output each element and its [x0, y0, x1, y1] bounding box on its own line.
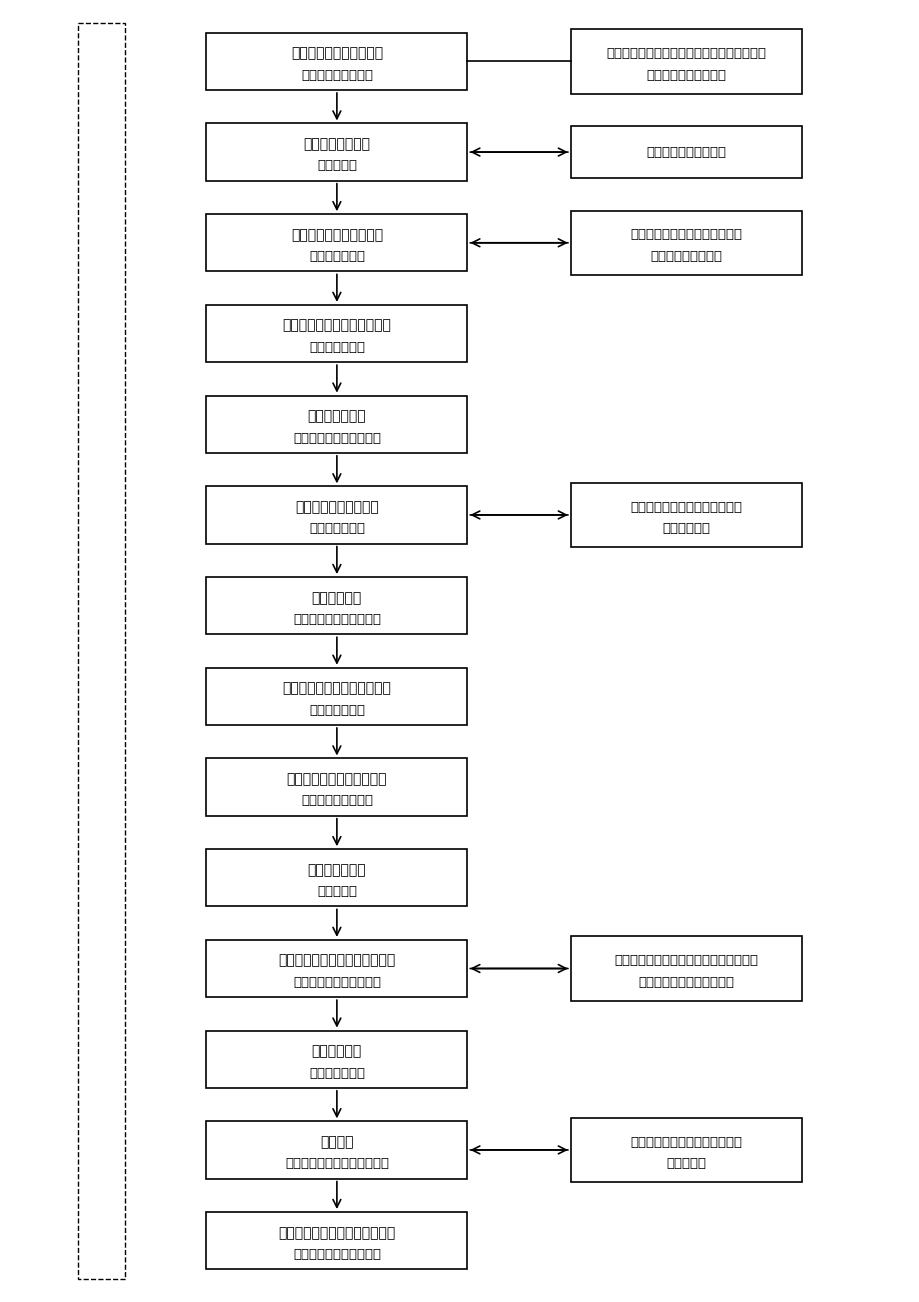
Text: 必要时组织考察: 必要时组织考察 — [307, 409, 366, 423]
Text: （办公室）: （办公室） — [316, 159, 357, 172]
Bar — [570, 1118, 801, 1182]
Text: 发中标通知书: 发中标通知书 — [312, 1044, 361, 1059]
Text: （监督组、财务处）: （监督组、财务处） — [301, 794, 372, 807]
Text: 组织开标、评标，编写评标报告: 组织开标、评标，编写评标报告 — [278, 953, 395, 967]
Text: 招标工作小组研究并报学校招标: 招标工作小组研究并报学校招标 — [630, 500, 742, 513]
Text: （材料采购组）: （材料采购组） — [309, 250, 365, 263]
Text: 招标工作小组研究并报学校招标: 招标工作小组研究并报学校招标 — [630, 228, 742, 241]
Bar — [206, 305, 467, 362]
Text: （材料采购组）: （材料采购组） — [309, 703, 365, 716]
Text: 接受投标文件及投标保证金: 接受投标文件及投标保证金 — [287, 772, 387, 786]
Text: 学校有关职能部门参加: 学校有关职能部门参加 — [646, 146, 726, 159]
Bar — [206, 1121, 467, 1178]
Bar — [206, 668, 467, 725]
Text: （土建组、水电组）: （土建组、水电组） — [301, 69, 372, 82]
Text: （材料采购组、财务处）: （材料采购组、财务处） — [292, 1249, 380, 1262]
Text: 招标工作小组报学校招标领导小: 招标工作小组报学校招标领导小 — [630, 1135, 742, 1148]
Bar — [206, 849, 467, 906]
Bar — [570, 211, 801, 275]
Text: 提出报标入围企业名单: 提出报标入围企业名单 — [295, 500, 379, 514]
Text: 组批准审查: 组批准审查 — [665, 1157, 706, 1170]
Text: 招标领导小组决定中标单位: 招标领导小组决定中标单位 — [638, 976, 733, 988]
Text: 商签合同: 商签合同 — [320, 1135, 353, 1148]
Bar — [206, 758, 467, 816]
Bar — [78, 22, 125, 1280]
Text: （办公室、材料采购组）: （办公室、材料采购组） — [292, 431, 380, 444]
Text: 技术标准、供货时间等: 技术标准、供货时间等 — [646, 69, 726, 82]
Text: （材料采购组）: （材料采购组） — [309, 341, 365, 354]
Text: （监督组）: （监督组） — [316, 885, 357, 898]
Bar — [206, 1030, 467, 1088]
Text: 领导小组批准后实施: 领导小组批准后实施 — [650, 250, 721, 263]
Text: 发售招标文件: 发售招标文件 — [312, 591, 361, 604]
Bar — [570, 936, 801, 1001]
Text: 材料和设备的品名、规格、数量、质量要求、: 材料和设备的品名、规格、数量、质量要求、 — [606, 47, 766, 60]
Text: （材料采购组、办公室）: （材料采购组、办公室） — [292, 613, 380, 626]
Text: 领导小组审定: 领导小组审定 — [662, 522, 709, 535]
Bar — [206, 33, 467, 90]
Bar — [206, 486, 467, 544]
Text: （材料采购组）: （材料采购组） — [309, 1066, 365, 1079]
Text: 组建招标工作小组: 组建招标工作小组 — [303, 137, 370, 151]
Bar — [206, 124, 467, 181]
Text: 解答标书疑问、发送补充文件: 解答标书疑问、发送补充文件 — [282, 681, 391, 695]
Bar — [570, 29, 801, 94]
Bar — [206, 940, 467, 997]
Bar — [570, 126, 801, 178]
Text: （材料采购组、办公室）: （材料采购组、办公室） — [292, 976, 380, 988]
Text: 编制材料和设备需求计划: 编制材料和设备需求计划 — [290, 47, 382, 60]
Text: （材料采购组）: （材料采购组） — [309, 522, 365, 535]
Text: 招标工作小组在评标基础上研究并报学校: 招标工作小组在评标基础上研究并报学校 — [614, 954, 757, 967]
Bar — [206, 396, 467, 453]
Text: 编制招标文件和评标标准: 编制招标文件和评标标准 — [290, 228, 382, 242]
Text: （材料采购组、总承包单位）: （材料采购组、总承包单位） — [285, 1157, 389, 1170]
Bar — [206, 577, 467, 634]
Text: 通知未中标者及退还投标保证金: 通知未中标者及退还投标保证金 — [278, 1225, 395, 1240]
Bar — [570, 483, 801, 547]
Bar — [206, 214, 467, 272]
Text: 投标单位报名登记和资格审查: 投标单位报名登记和资格审查 — [282, 319, 391, 332]
Bar — [206, 1212, 467, 1269]
Text: 组织评标专家组: 组织评标专家组 — [307, 863, 366, 876]
